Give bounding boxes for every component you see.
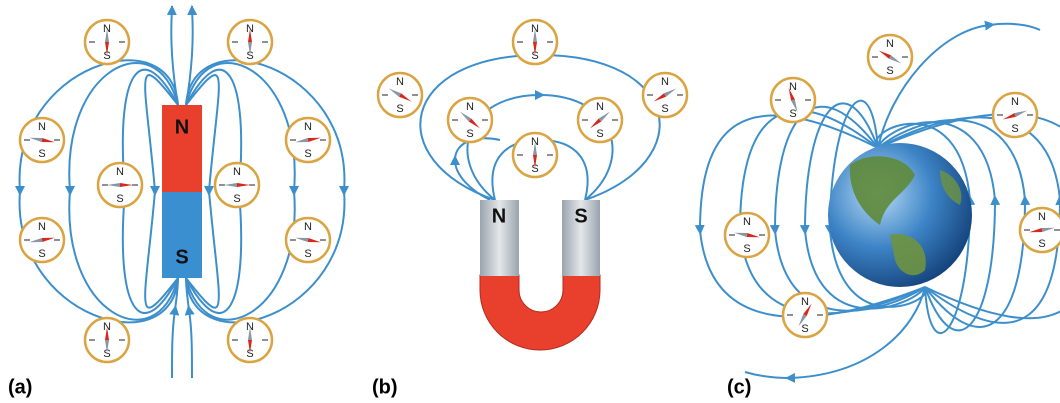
panel-label: (a) — [8, 376, 32, 398]
north-pole-label: N — [175, 116, 189, 138]
compass-north: N — [304, 221, 312, 233]
compass-south: S — [38, 248, 45, 260]
compass-south: S — [304, 148, 311, 160]
compass: NS — [643, 73, 687, 117]
compass-south: S — [233, 193, 240, 205]
compass: NS — [286, 118, 330, 162]
compass: NS — [286, 218, 330, 262]
compass-north: N — [801, 296, 809, 308]
north-pole-label: N — [492, 205, 506, 227]
compass-north: N — [233, 166, 241, 178]
compass: NS — [578, 98, 622, 142]
compass-south: S — [1038, 238, 1045, 250]
compass: NS — [215, 163, 259, 207]
compass: NS — [85, 318, 129, 362]
compass: NS — [20, 118, 64, 162]
compass: NS — [868, 35, 912, 79]
magnetic-field-figure: N S N S (a) (b) (c) NSNSNSNSNSNSNSNSNSNS… — [0, 0, 1060, 403]
panel-label: (c) — [727, 376, 751, 398]
compass: NS — [20, 218, 64, 262]
compass-south: S — [466, 128, 473, 140]
compass: NS — [228, 20, 272, 64]
compass: NS — [85, 20, 129, 64]
compass-north: N — [38, 221, 46, 233]
compass-south: S — [38, 148, 45, 160]
compass-north: N — [38, 121, 46, 133]
south-pole-label: S — [574, 205, 587, 227]
compass: NS — [448, 98, 492, 142]
compass: NS — [513, 133, 557, 177]
compass: NS — [783, 293, 827, 337]
compass: NS — [513, 20, 557, 64]
compass-south: S — [116, 193, 123, 205]
compass-south: S — [789, 108, 796, 120]
compass: NS — [771, 78, 815, 122]
horseshoe-magnet: N S — [480, 200, 600, 350]
compass-south: S — [304, 248, 311, 260]
compass-north: N — [116, 166, 124, 178]
compass: NS — [993, 93, 1037, 137]
compass: NS — [228, 318, 272, 362]
compass-south: S — [886, 65, 893, 77]
compass: NS — [378, 73, 422, 117]
compass-south: S — [596, 128, 603, 140]
compass-north: N — [396, 76, 404, 88]
compass-north: N — [661, 76, 669, 88]
compass-north: N — [304, 121, 312, 133]
compass-north: N — [596, 101, 604, 113]
compass: NS — [725, 213, 769, 257]
compass: NS — [1020, 208, 1060, 252]
compass-north: N — [1038, 211, 1046, 223]
compass-south: S — [743, 243, 750, 255]
bar-magnet: N S — [162, 105, 202, 278]
compass-south: S — [396, 103, 403, 115]
compass: NS — [98, 163, 142, 207]
compass-south: S — [801, 323, 808, 335]
compass-south: S — [1011, 123, 1018, 135]
compass-north: N — [743, 216, 751, 228]
south-pole-label: S — [175, 246, 188, 268]
compass-north: N — [886, 38, 894, 50]
panel-label: (b) — [372, 376, 398, 398]
compass-north: N — [1011, 96, 1019, 108]
compass-north: N — [466, 101, 474, 113]
compass-south: S — [661, 103, 668, 115]
earth — [828, 143, 972, 287]
